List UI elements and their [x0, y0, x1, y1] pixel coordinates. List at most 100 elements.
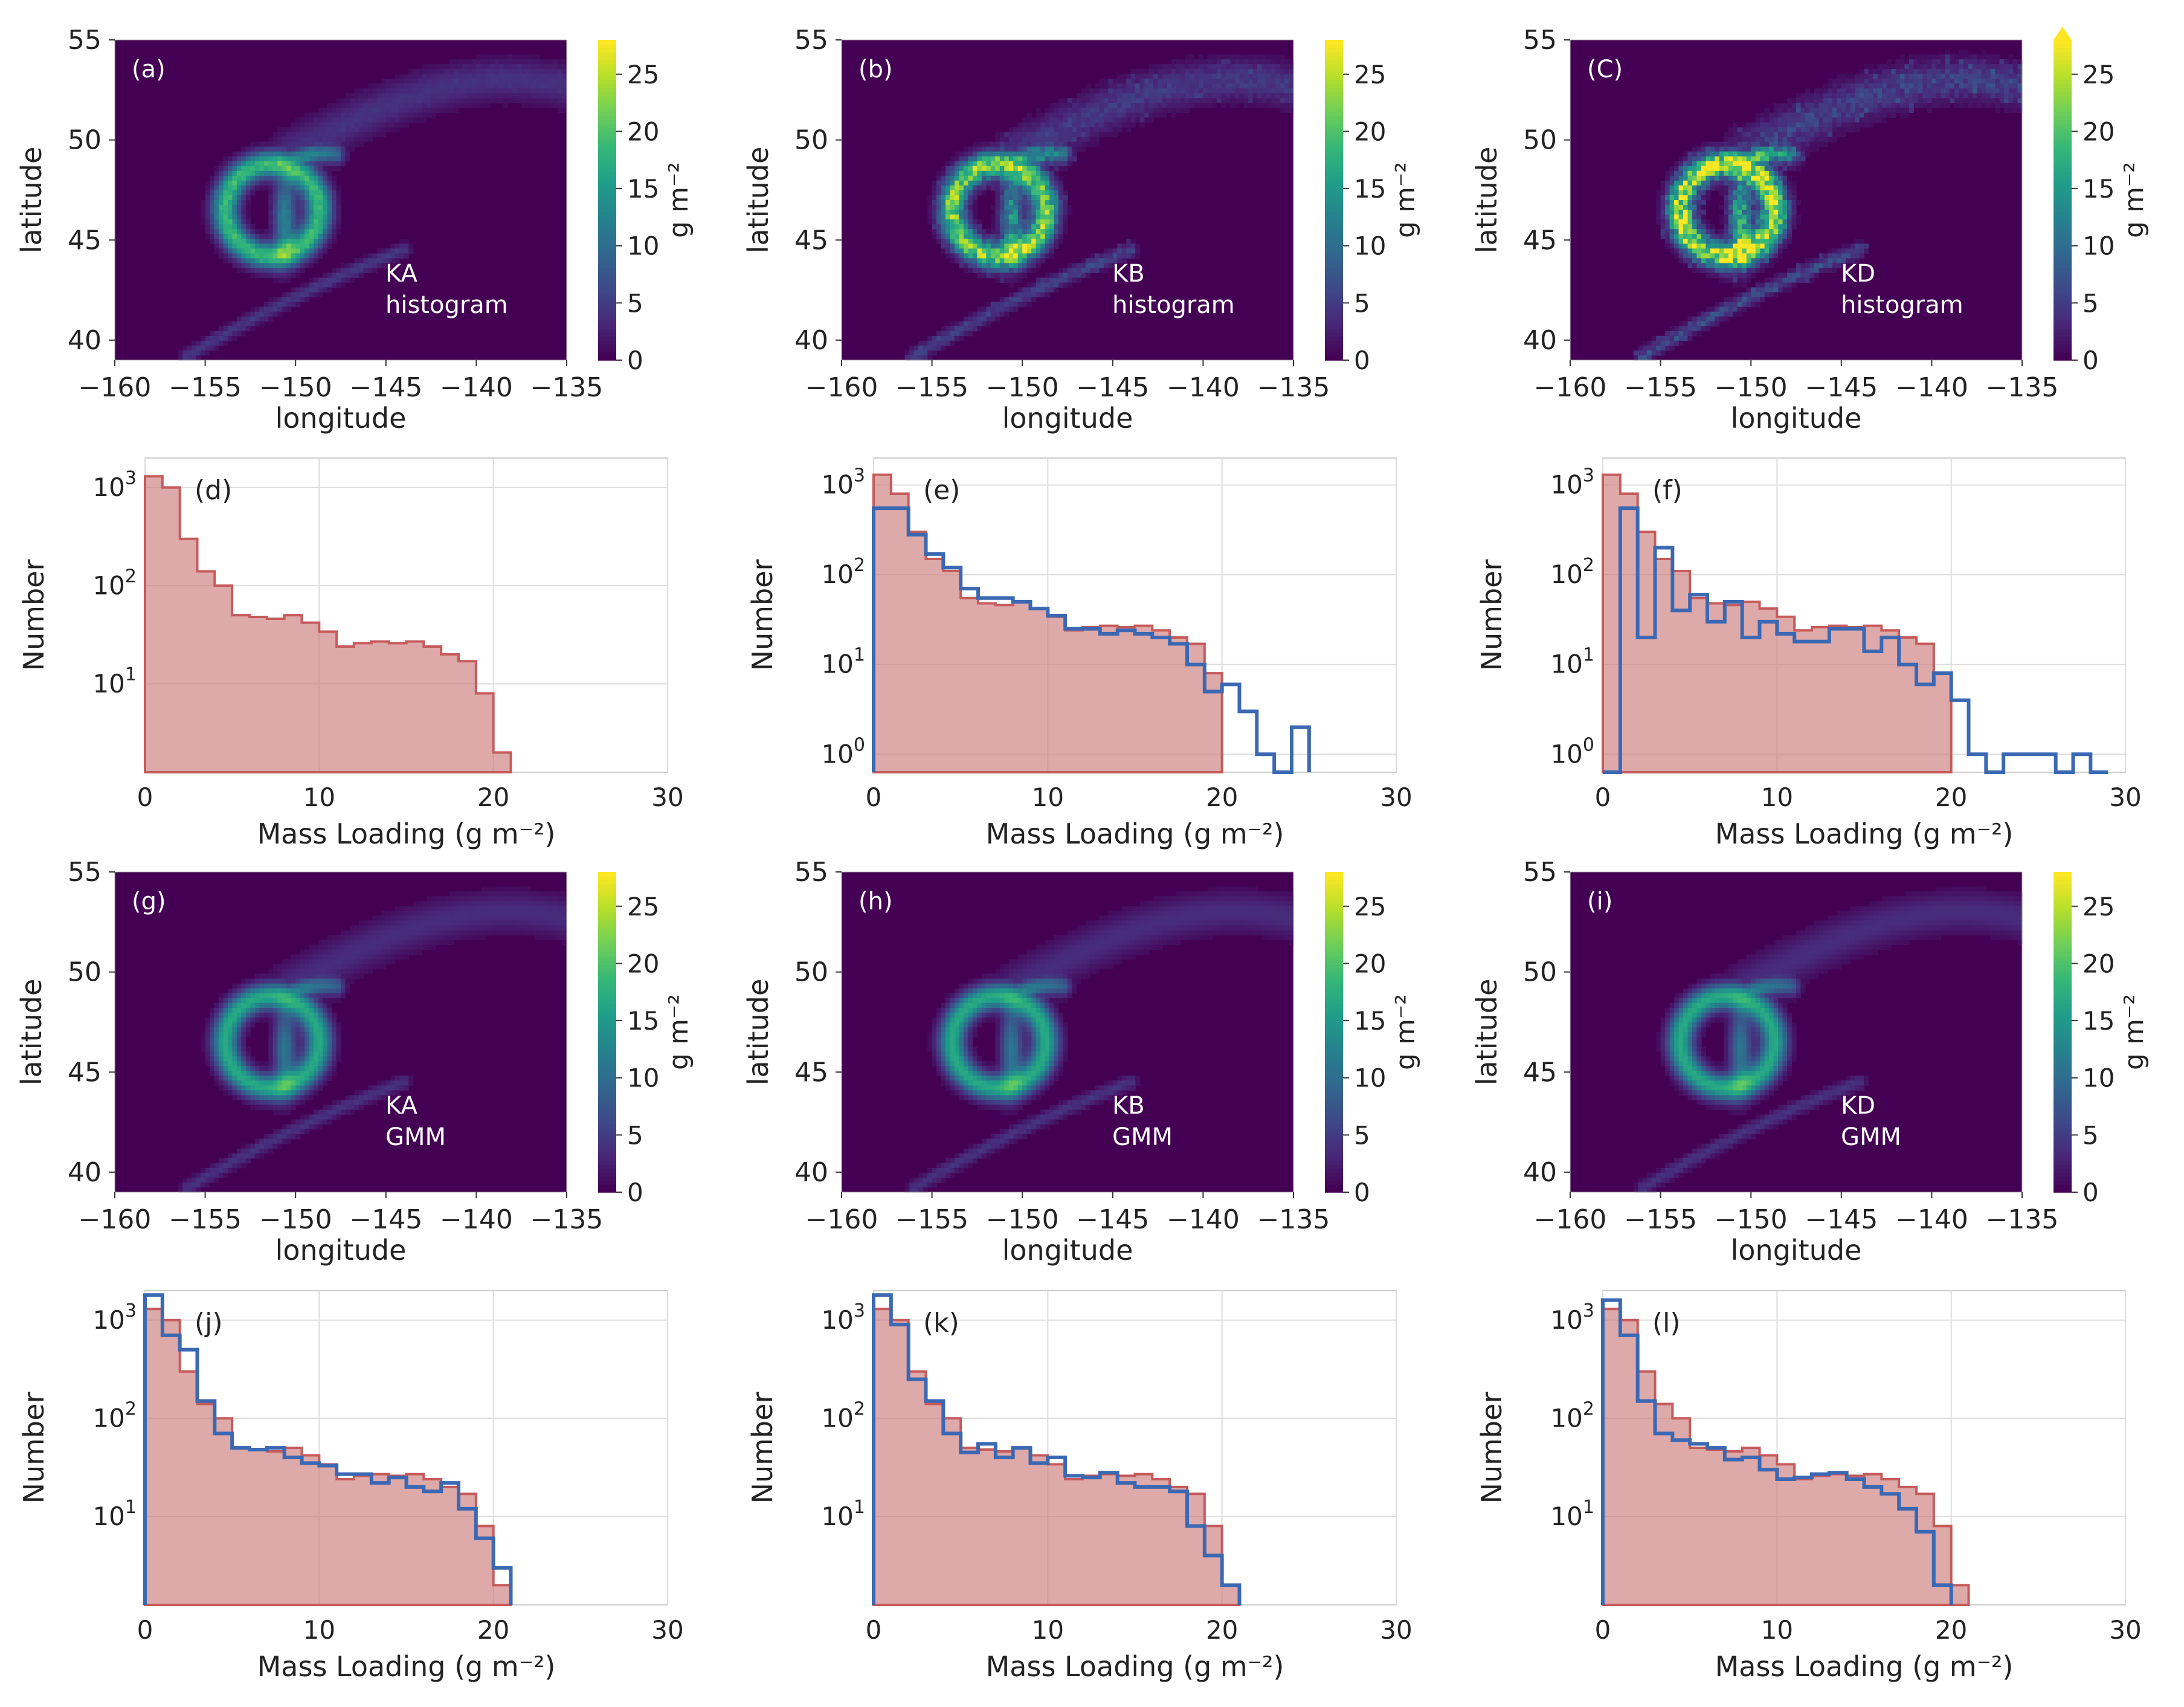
- map-cell: [1742, 190, 1747, 196]
- map-cell: [291, 244, 296, 249]
- map-cell: [508, 93, 513, 98]
- map-cell: [1696, 253, 1701, 259]
- map-cell: [1765, 152, 1770, 157]
- map-cell: [327, 142, 332, 147]
- map-cell: [1860, 93, 1864, 98]
- map-cell: [417, 83, 422, 89]
- map-cell: [1054, 127, 1059, 133]
- map-cell: [1963, 93, 1968, 98]
- map-cell: [521, 69, 526, 74]
- map-cell: [1900, 93, 1905, 98]
- map-cell: [309, 283, 314, 288]
- map-cell: [1257, 64, 1262, 69]
- map-cell: [241, 171, 246, 176]
- map-cell: [1212, 103, 1217, 108]
- map-cell: [1710, 181, 1715, 186]
- map-cell: [1765, 239, 1770, 244]
- map-cell: [241, 186, 246, 191]
- map-cell: [1221, 93, 1226, 98]
- map-cell: [1013, 229, 1018, 234]
- colorbar-segment: [1325, 320, 1343, 324]
- map-cell: [386, 88, 391, 94]
- map-cell: [995, 268, 1000, 273]
- map-cell: [1104, 253, 1109, 259]
- map-cell: [273, 147, 278, 152]
- map-cell: [1009, 219, 1014, 225]
- map-cell: [1805, 142, 1810, 147]
- map-cell: [304, 244, 309, 249]
- map-cell: [991, 186, 996, 191]
- map-cell: [1086, 93, 1090, 98]
- map-cell: [282, 166, 287, 172]
- map-cell: [345, 273, 350, 278]
- map-cell: [219, 215, 224, 220]
- map-cell: [1095, 117, 1100, 123]
- map-cell: [318, 112, 323, 118]
- map-cell: [1787, 288, 1792, 293]
- map-cell: [995, 253, 1000, 259]
- map-cell: [273, 277, 278, 283]
- map-cell: [1950, 98, 1954, 103]
- map-cell: [1701, 244, 1706, 249]
- map-cell: [1194, 79, 1199, 84]
- map-cell: [1018, 195, 1023, 201]
- map-cell: [332, 234, 337, 239]
- map-cell: [372, 93, 377, 98]
- map-cell: [250, 273, 255, 278]
- map-cell: [1882, 79, 1887, 84]
- map-cell: [1090, 117, 1095, 123]
- map-cell: [1108, 83, 1113, 89]
- map-cell: [1706, 317, 1710, 322]
- map-cell: [521, 88, 526, 94]
- map-cell: [445, 98, 449, 103]
- map-cell: [955, 181, 959, 186]
- map-cell: [1742, 263, 1747, 268]
- map-cell: [431, 112, 436, 118]
- map-cell: [1778, 195, 1783, 201]
- map-cell: [408, 244, 413, 249]
- map-cell: [1809, 93, 1814, 98]
- map-cell: [1117, 248, 1122, 254]
- map-cell: [1674, 239, 1679, 244]
- map-cell: [210, 176, 214, 181]
- map-cell: [1095, 268, 1100, 273]
- map-cell: [300, 263, 305, 268]
- map-cell: [1751, 123, 1756, 128]
- map-cell: [1674, 326, 1679, 332]
- map-cell: [1986, 69, 1991, 74]
- map-cell: [1778, 239, 1783, 244]
- map-cell: [2009, 108, 2014, 113]
- map-cell: [1063, 166, 1068, 172]
- map-cell: [2009, 59, 2014, 65]
- map-cell: [359, 132, 364, 138]
- map-cell: [1674, 171, 1679, 176]
- map-cell: [1656, 190, 1661, 196]
- map-cell: [973, 312, 978, 317]
- map-cell: [1271, 98, 1276, 103]
- map-cell: [372, 123, 377, 128]
- map-cell: [445, 103, 449, 108]
- map-cell: [1122, 117, 1127, 123]
- colorbar-segment: [598, 144, 616, 148]
- map-cell: [1027, 123, 1032, 128]
- map-cell: [481, 59, 486, 65]
- map-cell: [1679, 219, 1684, 225]
- map-cell: [490, 59, 495, 65]
- map-cell: [973, 176, 978, 181]
- map-cell: [973, 195, 978, 201]
- map-cell: [1922, 103, 1927, 108]
- map-cell: [1869, 103, 1873, 108]
- colorbar-segment: [598, 96, 616, 100]
- map-cell: [386, 83, 391, 89]
- map-cell: [1823, 132, 1828, 138]
- map-cell: [526, 93, 531, 98]
- map-cell: [1715, 321, 1719, 327]
- y-tick-label: 40: [794, 325, 828, 356]
- map-cell: [1049, 200, 1054, 205]
- colorbar-segment: [1325, 228, 1343, 232]
- map-cell: [562, 88, 567, 94]
- map-cell: [390, 98, 395, 103]
- map-cell: [264, 181, 269, 186]
- map-cell: [1266, 54, 1271, 60]
- map-cell: [463, 98, 468, 103]
